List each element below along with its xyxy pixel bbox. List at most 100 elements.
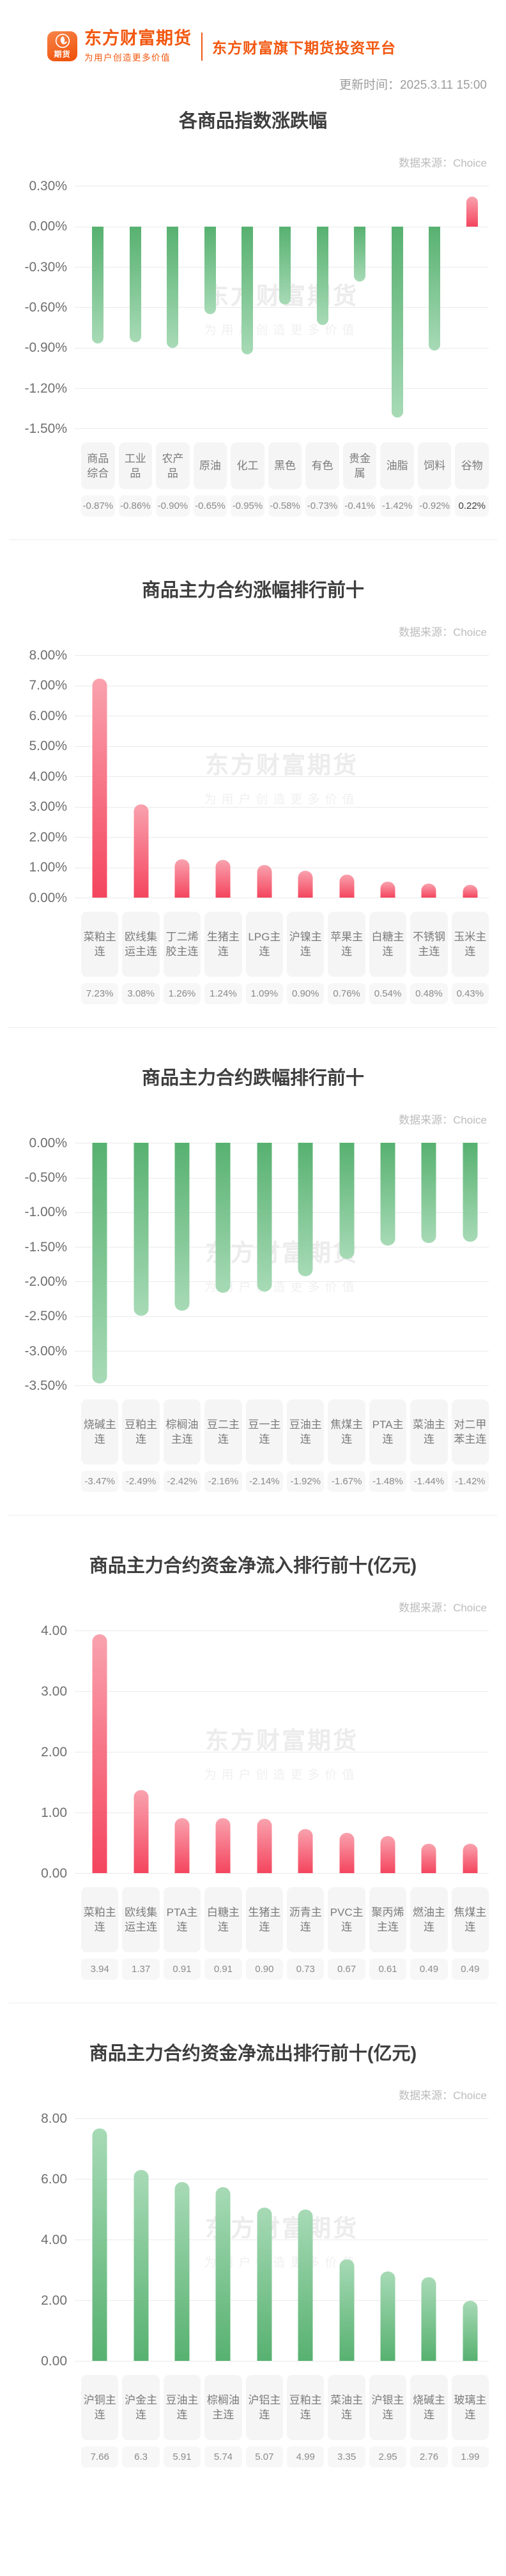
y-tick-label: -1.50%: [24, 421, 67, 436]
bar-column: [231, 186, 264, 428]
chart-plot: 4.00 3.00 2.00 1.00 0.00 东方财富期货 为用户创造更多价值: [41, 1623, 489, 1881]
category-label: 白糖主连: [204, 1887, 242, 1953]
grid-layer: 8.00% 7.00% 6.00% 5.00% 4.00% 3.00% 2.00% 1.00%…: [29, 648, 489, 905]
value-label: 2.76: [410, 2446, 448, 2468]
category-label: 生猪主连: [204, 912, 242, 977]
value-label: -2.16%: [204, 1471, 242, 1493]
bar-column: [452, 2118, 489, 2361]
bar-column: [164, 1631, 201, 1874]
value-label: -0.92%: [417, 495, 452, 517]
category-label: 商品综合: [81, 442, 115, 490]
category-label: LPG主连: [245, 912, 284, 977]
bar-column: [81, 1631, 118, 1874]
category-label: 生猪主连: [245, 1887, 284, 1953]
chart-section-net-inflow: 商品主力合约资金净流入排行前十(亿元) 数据来源：Choice 4.00 3.00…: [0, 1555, 506, 1980]
value-label: 7.66: [81, 2446, 119, 2468]
value-label: 5.07: [245, 2446, 284, 2468]
header: 期货 东方财富期货 为用户创造更多价值 东方财富旗下期货投资平台 更新时间：20…: [0, 29, 506, 94]
y-tick-label: -0.60%: [24, 299, 67, 315]
data-source-label: 数据来源：Choice: [399, 626, 487, 639]
value-label: 0.76%: [328, 983, 365, 1005]
category-label: 不锈钢主连: [410, 912, 448, 977]
bar: [298, 2210, 313, 2361]
value-label: -0.41%: [342, 495, 377, 517]
category-label: 豆粕主连: [122, 1399, 160, 1465]
brand-slogan: 为用户创造更多价值: [84, 53, 171, 63]
bar-column: [410, 1143, 447, 1385]
gridline: 8.00: [41, 2111, 489, 2126]
bar-column: [343, 186, 377, 428]
value-label: -0.90%: [156, 495, 190, 517]
value-label: -0.86%: [118, 495, 153, 517]
gridline: -3.00%: [24, 1344, 489, 1359]
value-label: 0.91: [163, 1959, 201, 1980]
category-label: 原油: [193, 442, 227, 490]
value-label: -0.95%: [231, 495, 264, 517]
category-label: 油脂: [380, 442, 414, 490]
value-label: 0.61: [369, 1959, 407, 1980]
bar-column: [122, 1143, 159, 1385]
category-label: 豆二主连: [204, 1399, 242, 1465]
chart-title: 商品主力合约资金净流出排行前十(亿元): [89, 2044, 417, 2065]
value-label: 1.37: [122, 1959, 160, 1980]
category-label: 棕榈油主连: [163, 1399, 201, 1465]
category-label: 沪银主连: [369, 2375, 407, 2441]
category-label: 工业品: [118, 442, 153, 490]
y-tick-label: -0.50%: [24, 1170, 67, 1186]
y-tick-label: 0.00%: [29, 890, 67, 905]
gridline: -1.00%: [24, 1205, 489, 1219]
bar: [174, 1143, 190, 1311]
platform-tagline: 东方财富旗下期货投资平台: [212, 39, 396, 56]
value-label: 0.43%: [451, 983, 489, 1005]
bars: [81, 1143, 489, 1385]
bar: [380, 1143, 395, 1246]
value-label: -3.47%: [81, 1471, 119, 1493]
value-label: 0.91: [204, 1959, 242, 1980]
y-tick-label: -1.20%: [24, 380, 67, 396]
value-label: -1.92%: [287, 1471, 325, 1493]
bar-column: [204, 2118, 241, 2361]
value-label: -0.73%: [305, 495, 339, 517]
category-label: 菜粕主连: [81, 1887, 119, 1953]
bar: [339, 1143, 355, 1259]
bar-column: [287, 655, 324, 898]
value-row: 7.23% 3.08% 1.26% 1.24% 1.09% 0.90% 0.76% 0.54%…: [81, 983, 489, 1005]
category-label: 谷物: [455, 442, 489, 490]
category-label: 豆一主连: [245, 1399, 284, 1465]
chart-title: 商品主力合约资金净流入排行前十(亿元): [89, 1556, 417, 1577]
bar: [391, 226, 403, 418]
y-tick-label: -0.30%: [24, 259, 67, 275]
chart-title: 商品主力合约涨幅排行前十: [141, 580, 364, 601]
gridline: 2.00: [41, 2293, 489, 2308]
bar-column: [410, 2118, 447, 2361]
category-label: 焦煤主连: [328, 1399, 365, 1465]
chart-plot: 0.30% 0.00% -0.30% -0.60% -0.90% -1.20% -1.50%…: [24, 179, 489, 436]
value-label: 0.54%: [369, 983, 407, 1005]
category-label: 苹果主连: [328, 912, 365, 977]
y-tick-label: 6.00%: [29, 708, 67, 723]
gridline: 5.00%: [29, 739, 489, 753]
category-label: 黑色: [268, 442, 302, 490]
gridline: 4.00%: [29, 769, 489, 784]
bar: [421, 2277, 436, 2361]
bar: [339, 875, 355, 898]
bar: [279, 226, 291, 305]
category-label: 饲料: [417, 442, 452, 490]
value-label: -2.49%: [122, 1471, 160, 1493]
bar-column: [369, 1143, 406, 1385]
bar: [257, 1818, 272, 1874]
bar: [429, 226, 441, 350]
data-source-label: 数据来源：Choice: [399, 1114, 487, 1127]
y-tick-label: -0.90%: [24, 340, 67, 356]
category-label: 贵金属: [342, 442, 377, 490]
value-label: 1.99: [451, 2446, 489, 2468]
bar-column: [418, 186, 452, 428]
y-tick-label: 5.00%: [29, 739, 67, 754]
value-label: -1.44%: [410, 1471, 448, 1493]
value-label: -1.42%: [451, 1471, 489, 1493]
chart-section-top-gainers: 商品主力合约涨幅排行前十 数据来源：Choice 8.00% 7.00% 6.00%…: [0, 580, 506, 1005]
value-label: 1.09%: [245, 983, 284, 1005]
category-label: 烧碱主连: [81, 1399, 119, 1465]
gridline: 3.00%: [29, 799, 489, 814]
bar: [257, 1143, 272, 1292]
